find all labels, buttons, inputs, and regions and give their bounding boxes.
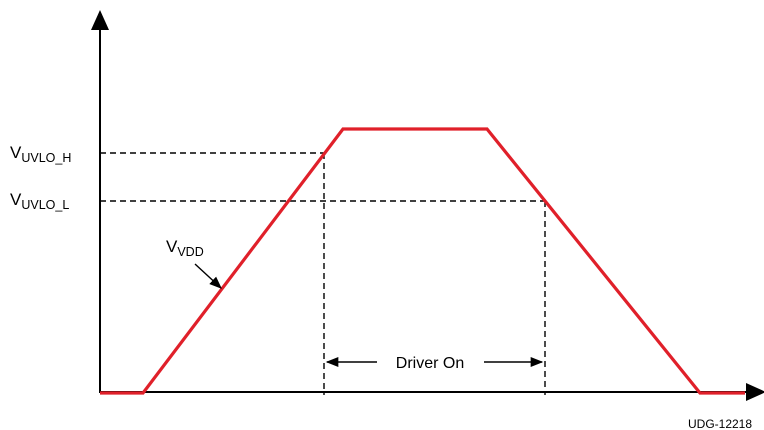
- uvlo-low-label: VUVLO_L: [10, 190, 69, 212]
- figure-id-label: UDG-12218: [688, 417, 752, 430]
- vdd-label: VVDD: [166, 237, 204, 259]
- vdd-waveform: [100, 127, 745, 395]
- driver-on-label: Driver On: [396, 355, 464, 372]
- x-axis-arrowhead: [746, 383, 764, 401]
- uvlo-high-label-sub: UVLO_H: [21, 151, 71, 165]
- uvlo-high-label-main: V: [10, 143, 22, 162]
- uvlo-low-label-main: V: [10, 190, 22, 209]
- vdd-label-main: V: [166, 237, 178, 256]
- uvlo-low-label-sub: UVLO_L: [21, 198, 69, 212]
- uvlo-high-label: VUVLO_H: [10, 143, 71, 165]
- y-axis-arrowhead: [91, 10, 109, 30]
- vdd-label-sub: VDD: [177, 245, 203, 259]
- vdd-pointer-arrow: [194, 263, 222, 289]
